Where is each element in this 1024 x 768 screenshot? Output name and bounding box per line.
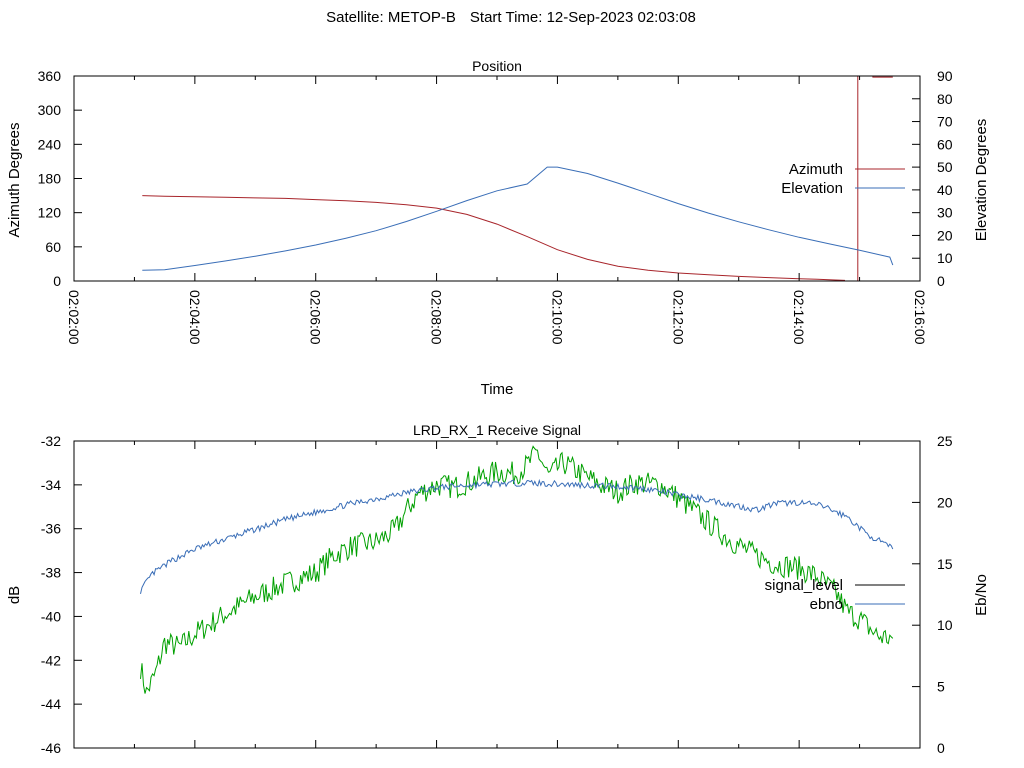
y-tick-label: -38 [41, 565, 61, 581]
y2-tick-label: 70 [937, 114, 953, 130]
time-axis-label: Time [481, 381, 514, 398]
position-plot-frame [73, 75, 921, 282]
ebno-axis-label: Eb/No [973, 574, 990, 616]
x-tick-label: 02:04:00 [187, 290, 203, 345]
legend-label-ebno: ebno [810, 596, 843, 613]
legend-label-elevation: Elevation [781, 180, 843, 197]
y-tick-label: 180 [38, 171, 62, 187]
y2-tick-label: 50 [937, 159, 953, 175]
series-line-azimuth [142, 75, 893, 282]
legend-label-azimuth: Azimuth [789, 161, 843, 178]
y-tick-label: -36 [41, 521, 61, 537]
y-tick-label: -42 [41, 652, 61, 668]
y-tick-label: 240 [38, 136, 62, 152]
y-tick-label: 0 [53, 273, 61, 289]
x-tick-label: 02:08:00 [429, 290, 445, 345]
y-tick-label: -34 [41, 477, 61, 493]
series-line-signal-level [140, 445, 894, 694]
y2-tick-label: 40 [937, 182, 953, 198]
y-tick-label: 300 [38, 102, 62, 118]
position-chart: Position 0 60 120 180 240 300 360 0 10 20 30 40 50 60… [6, 58, 990, 398]
y2-tick-label: 25 [937, 433, 953, 449]
x-tick-label: 02:14:00 [791, 290, 807, 345]
y2-tick-label: 0 [937, 740, 945, 756]
y2-tick-label: 90 [937, 68, 953, 84]
y2-tick-label: 60 [937, 136, 953, 152]
x-tick-label: 02:16:00 [912, 290, 928, 345]
start-time-label: Start Time: 12-Sep-2023 02:03:08 [470, 9, 696, 26]
y2-tick-label: 20 [937, 227, 953, 243]
y-tick-label: -40 [41, 608, 61, 624]
y2-tick-label: 80 [937, 91, 953, 107]
y2-tick-label: 10 [937, 250, 953, 266]
y2-tick-label: 10 [937, 617, 953, 633]
y2-tick-label: 30 [937, 205, 953, 221]
x-tick-label: 02:02:00 [66, 290, 82, 345]
x-tick-label: 02:06:00 [308, 290, 324, 345]
y-tick-label: 120 [38, 205, 62, 221]
y-tick-label: -44 [41, 696, 61, 712]
y2-tick-label: 20 [937, 494, 953, 510]
receive-signal-chart-title: LRD_RX_1 Receive Signal [413, 422, 581, 438]
receive-signal-plot-frame [73, 440, 921, 749]
position-chart-title: Position [472, 58, 522, 74]
y-tick-label: -46 [41, 740, 61, 756]
series-line-ebno [140, 478, 894, 595]
x-tick-label: 02:10:00 [549, 290, 565, 345]
legend-label-signal-level: signal_level [765, 577, 843, 594]
satellite-label: Satellite: METOP-B [326, 9, 456, 26]
elevation-axis-label: Elevation Degrees [973, 119, 990, 242]
y2-tick-label: 0 [937, 273, 945, 289]
report-header: Satellite: METOP-B Start Time: 12-Sep-202… [326, 9, 696, 26]
y2-tick-label: 15 [937, 556, 953, 572]
y-tick-label: -32 [41, 433, 61, 449]
receive-signal-chart: LRD_RX_1 Receive Signal -46 -44 -42 -40 -38 -… [6, 422, 990, 756]
y-tick-label: 360 [38, 68, 62, 84]
y2-tick-label: 5 [937, 679, 945, 695]
y-tick-label: 60 [45, 239, 61, 255]
db-axis-label: dB [6, 586, 23, 604]
series-line-elevation [142, 166, 894, 271]
x-tick-label: 02:12:00 [670, 290, 686, 345]
azimuth-axis-label: Azimuth Degrees [6, 122, 23, 237]
